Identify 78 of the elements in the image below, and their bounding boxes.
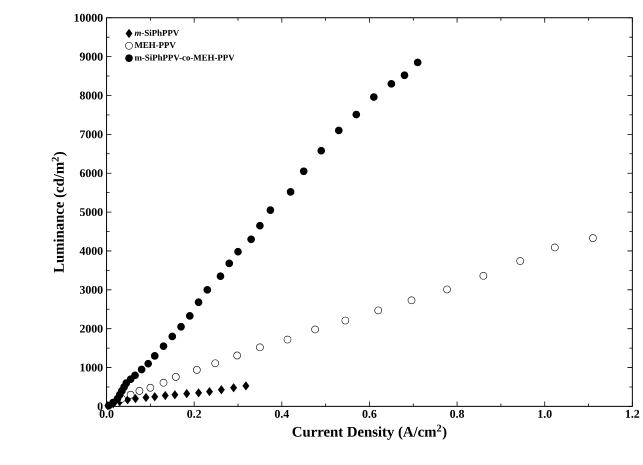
point bbox=[172, 373, 180, 381]
x-tick-label: 1.0 bbox=[538, 410, 552, 418]
point bbox=[414, 58, 422, 66]
point bbox=[400, 72, 408, 80]
point bbox=[374, 306, 382, 314]
x-tick-label: 0.8 bbox=[450, 410, 464, 418]
x-tick-label: 0.0 bbox=[100, 410, 114, 418]
point bbox=[317, 147, 326, 155]
legend-label: m-SiPhPPV-co-MEH-PPV bbox=[134, 54, 234, 61]
point bbox=[195, 388, 202, 398]
point bbox=[172, 390, 178, 400]
y-tick-label: 2000 bbox=[80, 324, 103, 333]
point bbox=[342, 316, 350, 325]
point bbox=[150, 352, 159, 360]
point bbox=[162, 391, 169, 400]
point bbox=[284, 336, 292, 344]
y-tick-label: 7000 bbox=[80, 130, 103, 139]
point bbox=[311, 326, 319, 334]
point bbox=[242, 382, 250, 390]
point bbox=[146, 384, 154, 392]
x-tick-label: 0.2 bbox=[187, 410, 202, 418]
y-tick-label: 6000 bbox=[80, 169, 103, 178]
legend-label: MEH-PPV bbox=[134, 42, 176, 48]
point bbox=[589, 234, 597, 242]
y-tick-label: 5000 bbox=[80, 208, 103, 216]
point bbox=[160, 379, 168, 387]
point bbox=[234, 248, 242, 256]
point bbox=[334, 126, 343, 134]
point bbox=[132, 394, 139, 404]
point bbox=[203, 286, 212, 294]
point bbox=[206, 387, 213, 396]
point bbox=[443, 286, 451, 294]
point bbox=[550, 244, 559, 252]
point bbox=[230, 384, 238, 392]
point bbox=[286, 188, 294, 196]
point bbox=[144, 360, 152, 368]
point bbox=[186, 312, 194, 320]
y-tick-label: 8000 bbox=[80, 92, 103, 100]
point bbox=[131, 372, 139, 380]
point bbox=[300, 168, 308, 176]
point bbox=[370, 93, 378, 102]
point bbox=[192, 366, 201, 374]
point bbox=[247, 236, 255, 244]
x-tick-label: 0.6 bbox=[362, 410, 376, 418]
y-tick-label: 3000 bbox=[80, 286, 103, 294]
x-tick-label: 0.4 bbox=[274, 410, 289, 418]
point bbox=[136, 387, 144, 395]
point bbox=[168, 332, 176, 340]
point bbox=[218, 385, 225, 394]
x-tick-label: 1.2 bbox=[626, 410, 640, 418]
point bbox=[388, 80, 396, 88]
point bbox=[177, 323, 185, 331]
point bbox=[183, 389, 190, 398]
point bbox=[256, 344, 264, 352]
y-tick-label: 10000 bbox=[74, 14, 103, 22]
point bbox=[516, 257, 524, 266]
y-tick-label: 0 bbox=[98, 402, 103, 411]
point bbox=[194, 298, 202, 306]
point bbox=[160, 342, 168, 350]
point bbox=[408, 296, 416, 304]
y-axis-title: Luminance (cd/m$^{2}$) bbox=[52, 152, 67, 273]
point bbox=[480, 272, 488, 280]
point bbox=[151, 392, 158, 402]
point bbox=[126, 391, 134, 399]
y-tick-label: 4000 bbox=[80, 247, 103, 256]
point bbox=[256, 222, 264, 230]
point bbox=[211, 360, 220, 368]
legend-label: m-SiPhPPV bbox=[134, 30, 180, 36]
point bbox=[142, 393, 150, 402]
point bbox=[233, 352, 241, 360]
y-tick-label: 9000 bbox=[80, 52, 103, 61]
point bbox=[138, 366, 146, 374]
point bbox=[266, 206, 274, 214]
y-tick-label: 1000 bbox=[80, 364, 103, 372]
x-axis-title: Current Density (A/cm$^{2}$) bbox=[292, 424, 446, 440]
point bbox=[225, 260, 234, 268]
point bbox=[352, 110, 360, 119]
point bbox=[216, 272, 224, 280]
